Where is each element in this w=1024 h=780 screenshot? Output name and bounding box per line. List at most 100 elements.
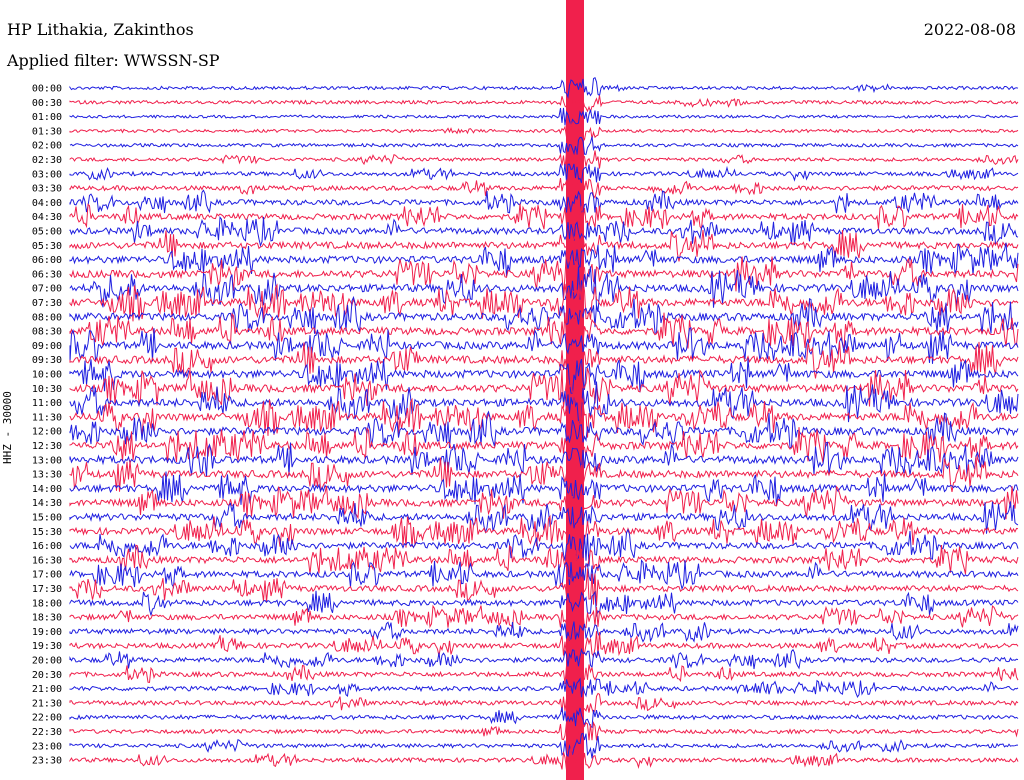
trace-0330 [69, 178, 1019, 199]
trace-1130 [69, 395, 1019, 438]
time-tick-label: 14:30 [32, 498, 62, 509]
trace-0500 [69, 215, 1019, 248]
trace-0930 [69, 341, 1019, 379]
trace-1600 [69, 528, 1019, 567]
time-tick-label: 17:30 [32, 584, 62, 595]
trace-1230 [69, 426, 1019, 463]
time-tick-label: 03:30 [32, 184, 62, 195]
trace-2330 [69, 745, 1019, 773]
time-tick-label: 13:00 [32, 455, 62, 466]
time-tick-label: 01:00 [32, 112, 62, 123]
time-tick-label: 11:00 [32, 398, 62, 409]
time-tick-label: 18:30 [32, 613, 62, 624]
time-tick-label: 06:00 [32, 255, 62, 266]
trace-0130 [69, 121, 1019, 141]
trace-0100 [69, 107, 1019, 128]
trace-2100 [69, 677, 1019, 698]
time-tick-label: 22:30 [32, 727, 62, 738]
trace-1630 [69, 544, 1019, 575]
trace-0700 [69, 266, 1019, 312]
trace-1100 [69, 381, 1019, 426]
trace-2130 [69, 692, 1019, 715]
filter-label: Applied filter: WWSSN-SP [7, 51, 220, 70]
trace-0800 [69, 295, 1019, 335]
trace-1400 [69, 471, 1019, 506]
trace-2030 [69, 664, 1019, 685]
time-tick-label: 00:00 [32, 84, 62, 95]
trace-1430 [69, 485, 1019, 520]
time-tick-label: 13:30 [32, 470, 62, 481]
trace-0400 [69, 189, 1019, 214]
trace-1930 [69, 631, 1019, 658]
date-label: 2022-08-08 [923, 20, 1016, 39]
trace-0830 [69, 309, 1019, 349]
time-tick-label: 08:00 [32, 312, 62, 323]
time-tick-label: 21:00 [32, 684, 62, 695]
time-tick-label: 12:30 [32, 441, 62, 452]
time-tick-label: 04:30 [32, 212, 62, 223]
time-tick-label: 20:00 [32, 656, 62, 667]
time-tick-label: 11:30 [32, 412, 62, 423]
time-tick-label: 00:30 [32, 98, 62, 109]
trace-0230 [69, 150, 1019, 169]
time-tick-label: 05:30 [32, 241, 62, 252]
trace-0630 [69, 247, 1019, 294]
time-tick-label: 20:30 [32, 670, 62, 681]
time-tick-label: 23:00 [32, 741, 62, 752]
time-tick-label: 03:00 [32, 169, 62, 180]
trace-0030 [69, 94, 1019, 114]
trace-1700 [69, 559, 1019, 591]
trace-1300 [69, 441, 1019, 477]
trace-2200 [69, 707, 1019, 728]
station-title: HP Lithakia, Zakinthos [7, 20, 194, 39]
time-tick-label: 04:00 [32, 198, 62, 209]
time-tick-label: 07:30 [32, 298, 62, 309]
trace-0430 [69, 203, 1019, 231]
time-tick-label: 12:00 [32, 427, 62, 438]
trace-0000 [69, 76, 1019, 99]
time-tick-label: 19:30 [32, 641, 62, 652]
trace-0900 [69, 327, 1019, 364]
time-tick-label: 18:00 [32, 598, 62, 609]
trace-0200 [69, 136, 1019, 156]
trace-1200 [69, 410, 1019, 449]
trace-2000 [69, 647, 1019, 670]
time-tick-label: 14:00 [32, 484, 62, 495]
time-tick-label: 09:30 [32, 355, 62, 366]
trace-1830 [69, 604, 1019, 629]
time-tick-label: 05:00 [32, 227, 62, 238]
trace-0600 [69, 242, 1019, 277]
trace-0530 [69, 229, 1019, 262]
trace-1000 [69, 358, 1019, 394]
time-tick-label: 08:30 [32, 327, 62, 338]
trace-2230 [69, 720, 1019, 742]
time-tick-label: 02:30 [32, 155, 62, 166]
trace-1730 [69, 568, 1019, 606]
trace-1900 [69, 621, 1019, 643]
time-tick-label: 21:30 [32, 698, 62, 709]
trace-0730 [69, 280, 1019, 322]
trace-1330 [69, 456, 1019, 492]
time-tick-label: 15:30 [32, 527, 62, 538]
time-tick-label: 15:00 [32, 513, 62, 524]
time-tick-label: 07:00 [32, 284, 62, 295]
trace-0300 [69, 163, 1019, 184]
trace-2300 [69, 732, 1018, 759]
trace-1500 [69, 501, 1019, 534]
time-tick-label: 01:30 [32, 126, 62, 137]
time-tick-label: 06:30 [32, 269, 62, 280]
time-tick-label: 22:00 [32, 713, 62, 724]
time-tick-label: 09:00 [32, 341, 62, 352]
time-tick-label: 02:00 [32, 141, 62, 152]
trace-1530 [69, 514, 1019, 548]
time-tick-label: 16:00 [32, 541, 62, 552]
time-tick-label: 23:30 [32, 756, 62, 767]
time-tick-label: 16:30 [32, 555, 62, 566]
time-tick-label: 10:30 [32, 384, 62, 395]
time-tick-label: 17:00 [32, 570, 62, 581]
trace-1030 [69, 367, 1019, 408]
trace-1800 [69, 590, 1019, 617]
time-tick-label: 19:00 [32, 627, 62, 638]
time-tick-label: 10:00 [32, 370, 62, 381]
